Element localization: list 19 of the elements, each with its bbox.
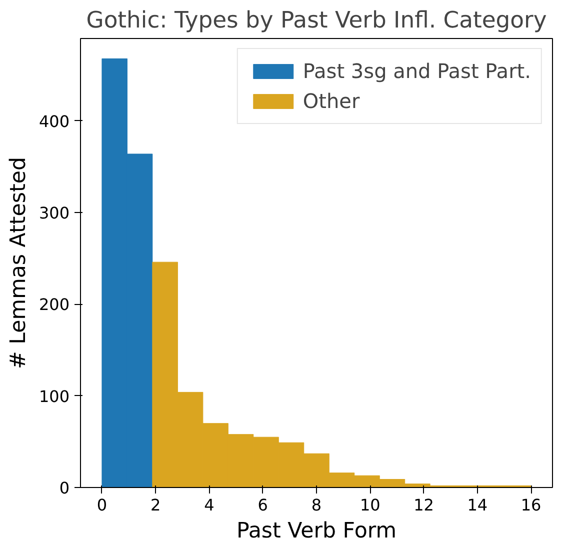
y-tick-label: 0 <box>59 478 70 498</box>
x-tick-label: 6 <box>258 496 268 514</box>
x-tick-label: 16 <box>520 496 542 514</box>
legend-label: Past 3sg and Past Part. <box>302 59 531 83</box>
x-tick-label: 10 <box>360 496 380 514</box>
chart-title: Gothic: Types by Past Verb Infl. Category <box>86 8 547 34</box>
x-tick-label: 12 <box>414 496 434 514</box>
legend-label: Other <box>302 89 360 113</box>
x-tick-label: 4 <box>204 496 214 514</box>
y-axis-title: # Lemmas Attested <box>6 156 31 369</box>
x-tick-label: 2 <box>150 496 161 514</box>
y-tick-label: 100 <box>38 386 70 406</box>
y-tick-label: 300 <box>38 204 70 223</box>
x-tick-label: 8 <box>311 496 322 514</box>
x-tick-label: 14 <box>467 496 488 514</box>
x-axis-title: Past Verb Form <box>236 518 397 544</box>
x-tick-label: 0 <box>96 496 108 514</box>
y-tick-label: 400 <box>38 112 70 131</box>
y-tick-label: 200 <box>38 295 70 314</box>
